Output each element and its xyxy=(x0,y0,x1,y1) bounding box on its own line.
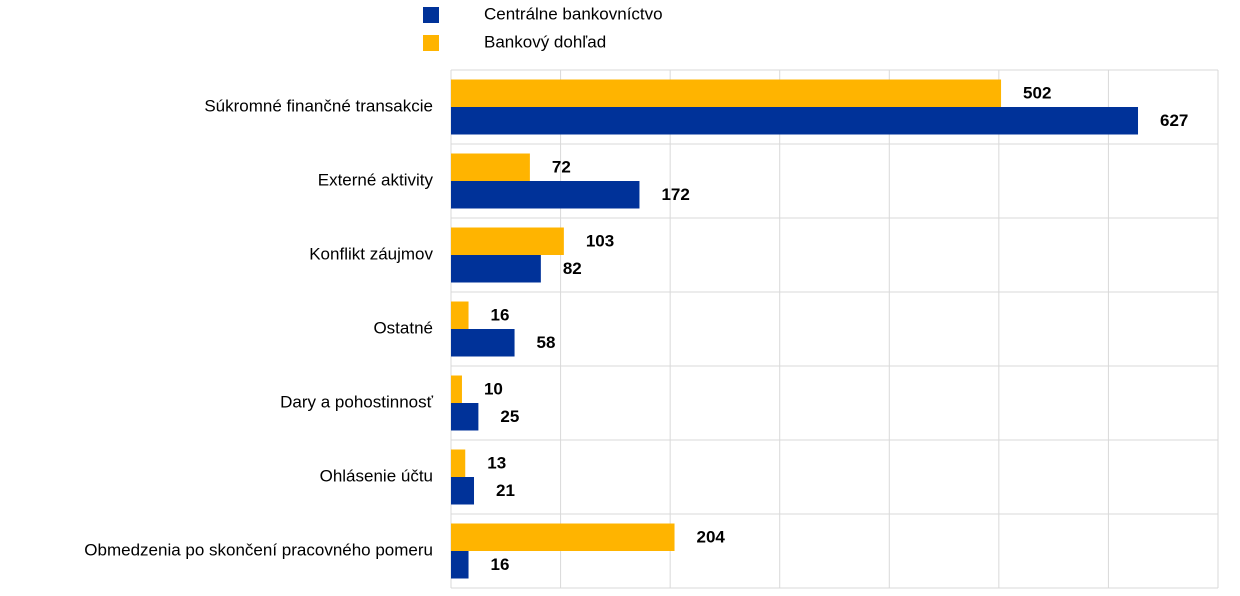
legend-label: Centrálne bankovníctvo xyxy=(484,4,663,23)
bar xyxy=(451,375,462,403)
bar xyxy=(451,449,466,477)
category-label: Externé aktivity xyxy=(318,170,434,189)
value-label: 16 xyxy=(491,306,510,325)
category-label: Konflikt záujmov xyxy=(309,244,433,263)
bar xyxy=(451,107,1139,135)
value-label: 627 xyxy=(1160,111,1188,130)
bar xyxy=(451,255,541,283)
bar xyxy=(451,551,469,579)
value-label: 103 xyxy=(586,232,614,251)
bar xyxy=(451,477,475,505)
value-label: 172 xyxy=(661,185,689,204)
bar xyxy=(451,329,515,357)
category-label: Ohlásenie účtu xyxy=(320,466,433,485)
value-label: 13 xyxy=(487,454,506,473)
value-label: 16 xyxy=(491,555,510,574)
category-label: Obmedzenia po skončení pracovného pomeru xyxy=(84,540,433,559)
category-label: Súkromné finančné transakcie xyxy=(204,96,433,115)
value-label: 72 xyxy=(552,158,571,177)
value-label: 502 xyxy=(1023,84,1051,103)
bar xyxy=(451,153,530,181)
bar xyxy=(451,181,640,209)
bar xyxy=(451,523,675,551)
legend-label: Bankový dohľad xyxy=(484,32,606,51)
legend-swatch xyxy=(423,7,439,23)
category-label: Dary a pohostinnosť xyxy=(280,392,433,411)
bar xyxy=(451,301,469,329)
bar xyxy=(451,403,479,431)
value-label: 82 xyxy=(563,259,582,278)
legend-swatch xyxy=(423,35,439,51)
value-label: 21 xyxy=(496,481,515,500)
value-label: 58 xyxy=(537,333,556,352)
value-label: 204 xyxy=(697,528,726,547)
bar xyxy=(451,227,564,255)
value-label: 25 xyxy=(500,407,519,426)
value-label: 10 xyxy=(484,380,503,399)
bar xyxy=(451,79,1002,107)
category-label: Ostatné xyxy=(373,318,433,337)
